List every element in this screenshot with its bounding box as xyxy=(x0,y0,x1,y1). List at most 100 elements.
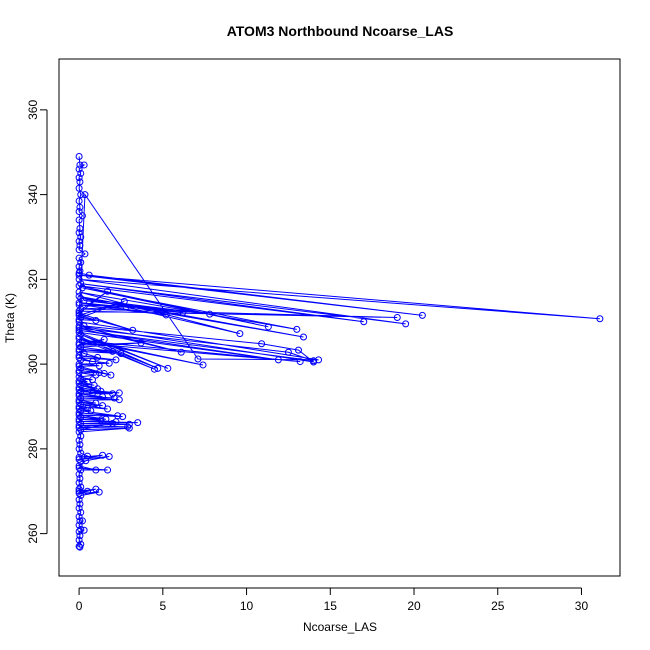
data-point xyxy=(112,356,120,364)
data-point xyxy=(119,413,127,421)
y-tick-label: 340 xyxy=(26,184,40,204)
data-point xyxy=(75,307,83,315)
data-point xyxy=(81,191,89,199)
data-point xyxy=(75,470,83,478)
data-point xyxy=(109,390,117,398)
data-point xyxy=(87,407,95,415)
data-point xyxy=(75,542,83,550)
data-point xyxy=(75,324,83,332)
data-point xyxy=(75,184,83,192)
data-point xyxy=(310,357,318,365)
data-point xyxy=(80,161,88,169)
x-tick-label: 30 xyxy=(575,599,589,613)
data-point xyxy=(137,339,145,347)
data-point xyxy=(77,432,85,440)
data-point xyxy=(418,311,426,319)
data-point xyxy=(77,458,85,466)
data-point xyxy=(162,311,170,319)
plot-area-frame xyxy=(58,58,621,577)
data-point xyxy=(75,288,83,296)
data-point xyxy=(75,216,83,224)
data-point xyxy=(77,491,85,499)
data-point xyxy=(76,225,84,233)
data-point xyxy=(75,246,83,254)
x-axis-label: Ncoarse_LAS xyxy=(303,620,377,634)
data-point xyxy=(75,504,83,512)
data-point xyxy=(92,371,100,379)
data-point xyxy=(596,315,604,323)
data-point xyxy=(75,174,83,182)
x-tick-label: 15 xyxy=(324,599,338,613)
data-point xyxy=(115,389,123,397)
data-point xyxy=(284,348,292,356)
data-point xyxy=(78,517,86,525)
data-point xyxy=(258,340,266,348)
data-point xyxy=(150,365,158,373)
data-point xyxy=(206,310,214,318)
data-point xyxy=(76,500,84,508)
y-tick-label: 360 xyxy=(26,100,40,120)
y-tick-label: 280 xyxy=(26,439,40,459)
data-point xyxy=(104,466,112,474)
data-point xyxy=(77,258,85,266)
data-point xyxy=(124,423,132,431)
data-point xyxy=(83,487,91,495)
chart-title: ATOM3 Northbound Ncoarse_LAS xyxy=(227,23,454,39)
data-point xyxy=(177,348,185,356)
data-point xyxy=(100,369,108,377)
x-tick-label: 25 xyxy=(491,599,505,613)
data-point xyxy=(75,496,83,504)
data-point xyxy=(85,271,93,279)
data-point xyxy=(75,487,83,495)
data-point xyxy=(76,543,84,551)
data-point xyxy=(77,449,85,457)
data-point xyxy=(104,405,112,413)
data-point xyxy=(78,212,86,220)
data-point xyxy=(75,369,83,377)
data-point xyxy=(92,399,100,407)
y-tick-label: 260 xyxy=(26,523,40,543)
y-axis: 260 280 300 320 340 360 xyxy=(26,100,48,544)
data-point xyxy=(95,362,103,370)
data-point xyxy=(75,229,83,237)
data-point xyxy=(76,532,84,540)
data-point xyxy=(77,314,85,321)
data-point xyxy=(99,402,107,410)
data-point xyxy=(77,330,85,338)
data-point xyxy=(105,359,113,367)
data-point xyxy=(75,513,83,521)
data-point xyxy=(294,346,302,354)
data-point xyxy=(77,305,85,313)
data-point xyxy=(82,457,90,465)
data-point xyxy=(75,424,83,432)
data-point xyxy=(77,191,85,199)
data-point xyxy=(75,352,83,360)
series-layer xyxy=(75,152,604,551)
data-point xyxy=(80,526,88,534)
data-point xyxy=(75,152,83,160)
data-point xyxy=(83,378,91,386)
data-point xyxy=(129,326,137,334)
data-point xyxy=(76,241,84,249)
x-axis: 0 5 10 15 20 25 30 xyxy=(76,587,589,613)
data-point xyxy=(92,466,100,474)
x-tick-label: 20 xyxy=(407,599,421,613)
data-point xyxy=(75,436,83,444)
data-point xyxy=(293,325,301,333)
x-tick-label: 0 xyxy=(76,599,83,613)
data-point xyxy=(75,254,83,262)
data-point xyxy=(125,424,133,432)
data-point xyxy=(75,208,83,216)
data-point xyxy=(120,297,128,305)
data-point xyxy=(76,203,84,211)
data-point xyxy=(154,364,162,372)
data-point xyxy=(115,396,123,404)
data-point xyxy=(77,233,85,241)
data-point xyxy=(100,336,108,344)
data-point xyxy=(77,508,85,516)
data-point xyxy=(75,237,83,245)
data-point xyxy=(109,419,117,427)
data-point xyxy=(109,347,117,355)
data-point xyxy=(94,353,102,361)
data-point xyxy=(296,358,304,366)
